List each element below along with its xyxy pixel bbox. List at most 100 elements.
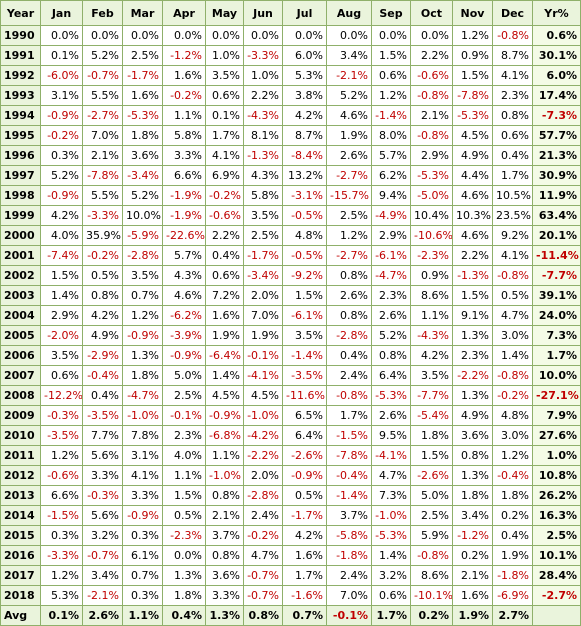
cell: 1.2% [40,445,83,466]
cell: -4.3% [243,105,283,126]
cell: -5.3% [410,165,453,186]
cell: -3.5% [40,425,83,446]
cell: 1.3% [122,345,163,366]
cell: 9.2% [492,225,533,246]
cell: 8.7% [282,125,327,146]
cell: 3.3% [82,465,123,486]
cell: 4.6% [452,185,493,206]
cell: 0.8% [205,485,244,506]
cell: -0.9% [40,185,83,206]
cell: -4.1% [371,445,411,466]
cell: -5.4% [410,405,453,426]
cell: 5.3% [282,65,327,86]
cell: -2.9% [82,345,123,366]
cell: 2.1% [205,505,244,526]
cell: 4.1% [492,245,533,266]
cell: -12.2% [40,385,83,406]
cell: -7.3% [532,105,581,126]
cell: -1.3% [452,265,493,286]
cell: -11.4% [532,245,581,266]
cell: -4.7% [371,265,411,286]
cell: 10.1% [532,545,581,566]
row-label: 2012 [0,465,41,486]
cell: -0.1% [243,345,283,366]
cell: 0.4% [205,245,244,266]
cell: 4.8% [492,405,533,426]
cell: 2.2% [205,225,244,246]
table-row: 1996 0.3% 2.1% 3.6% 3.3% 4.1% -1.3% -8.4% 2.6% 5.… [0,145,581,166]
cell: -1.0% [205,465,244,486]
cell: 1.9% [492,545,533,566]
cell: 0.8% [492,105,533,126]
cell: 0.0% [371,25,411,46]
cell: 3.0% [492,325,533,346]
cell: 2.1% [452,565,493,586]
cell: 2.7% [492,605,533,626]
cell: 27.6% [532,425,581,446]
cell: 30.1% [532,45,581,66]
cell [532,605,581,626]
table-row: 1994 -0.9% -2.7% -5.3% 1.1% 0.1% -4.3% 4.2% 4.6%… [0,105,581,126]
cell: 0.5% [162,505,206,526]
cell: 10.3% [452,205,493,226]
cell: 3.5% [122,265,163,286]
cell: 3.1% [40,85,83,106]
cell: 2.6% [371,305,411,326]
cell: 3.5% [40,345,83,366]
cell: 8.6% [410,565,453,586]
cell: -3.1% [282,185,327,206]
cell: -0.5% [282,245,327,266]
row-label: Avg [0,605,41,626]
cell: 5.7% [162,245,206,266]
cell: 0.7% [122,285,163,306]
cell: 1.3% [452,465,493,486]
cell: 4.6% [326,105,372,126]
cell: 4.1% [205,145,244,166]
row-label: 2007 [0,365,41,386]
cell: -0.2% [243,525,283,546]
cell: 20.1% [532,225,581,246]
table-row: 2006 3.5% -2.9% 1.3% -0.9% -6.4% -0.1% -1.4% 0.4… [0,345,581,366]
cell: 2.2% [410,45,453,66]
table-row: 2007 0.6% -0.4% 1.8% 5.0% 1.4% -4.1% -3.5% 2.4% 6… [0,365,581,386]
cell: 10.0% [122,205,163,226]
cell: 2.5% [122,45,163,66]
row-label: 1994 [0,105,41,126]
cell: 1.5% [371,45,411,66]
cell: -0.3% [40,405,83,426]
cell: -1.5% [326,425,372,446]
cell: 2.5% [532,525,581,546]
cell: -6.1% [282,305,327,326]
row-label: 1997 [0,165,41,186]
cell: -2.6% [410,465,453,486]
cell: -6.4% [205,345,244,366]
cell: -0.8% [492,25,533,46]
cell: 2.1% [410,105,453,126]
cell: -2.8% [326,325,372,346]
cell: -27.1% [532,385,581,406]
cell: 28.4% [532,565,581,586]
row-label: 1998 [0,185,41,206]
cell: -4.2% [243,425,283,446]
cell: 0.3% [122,585,163,606]
cell: 4.0% [40,225,83,246]
cell: -6.2% [162,305,206,326]
cell: 2.4% [326,365,372,386]
row-label: 2018 [0,585,41,606]
cell: 0.0% [162,545,206,566]
cell: 0.0% [326,25,372,46]
cell: -0.6% [205,205,244,226]
cell: 4.6% [452,225,493,246]
table-row: 2000 4.0% 35.9% -5.9% -22.6% 2.2% 2.5% 4.8% 1.2%… [0,225,581,246]
cell: 0.7% [282,605,327,626]
cell: 5.6% [82,445,123,466]
cell: 2.0% [243,465,283,486]
table-row: 1990 0.0% 0.0% 0.0% 0.0% 0.0% 0.0% 0.0% 0.0% 0.0%… [0,25,581,46]
cell: 4.7% [371,465,411,486]
cell: 1.0% [243,65,283,86]
cell: 2.5% [410,505,453,526]
table-row: 2011 1.2% 5.6% 3.1% 4.0% 1.1% -2.2% -2.6% -7.8% -… [0,445,581,466]
cell: -2.2% [452,365,493,386]
cell: -2.3% [162,525,206,546]
